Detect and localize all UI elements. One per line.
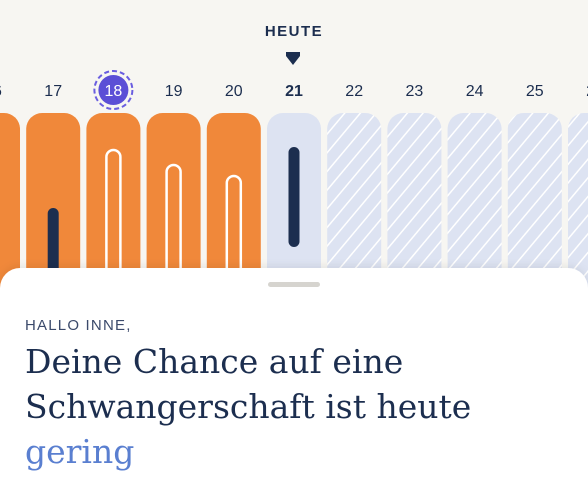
headline: Deine Chance auf eine Schwangerschaft ist… [25,342,471,426]
day-column[interactable] [86,113,141,293]
day-outline [105,148,122,280]
selected-day [93,70,134,110]
day-column[interactable] [507,113,562,293]
day-label: 24 [466,83,484,100]
day-indicator [288,147,300,247]
day-outline [165,163,182,280]
day-column[interactable] [447,113,502,293]
bottom-sheet [0,268,588,484]
today-label: HEUTE [265,23,323,40]
day-label: 21 [285,83,303,100]
day-column[interactable] [387,113,442,293]
today-marker [286,52,300,65]
day-label: 22 [345,83,363,100]
day-column[interactable] [0,113,20,293]
day-column[interactable] [146,113,201,293]
day-strip: 16 17 18 19 20 21 22 23 24 25 26 [0,70,588,308]
day-label: 26 [586,83,588,100]
day-column[interactable] [26,113,81,293]
day-label: 16 [0,83,2,100]
day-column[interactable] [568,113,588,293]
selected-day-fill [98,75,129,105]
day-label: 25 [526,83,544,100]
sheet-handle[interactable] [268,282,320,287]
day-label: 17 [44,83,62,100]
day-outline [225,174,243,280]
day-label: 18 [105,83,123,100]
day-column[interactable] [327,113,382,293]
day-label: 20 [225,83,243,100]
greeting: HALLO INNE, [25,317,132,334]
chance-word: gering [25,432,134,471]
day-label: 23 [406,83,424,100]
day-column[interactable] [206,113,261,293]
day-label: 19 [165,83,183,100]
